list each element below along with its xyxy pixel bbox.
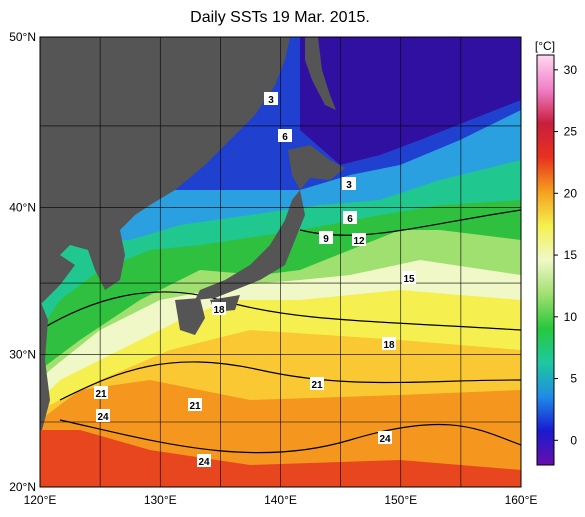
colorbar-tick-label: 10 [564, 310, 578, 324]
land [40, 37, 345, 430]
contour-label: 21 [311, 380, 323, 391]
contour-label-box [212, 302, 226, 315]
contour-label-box [96, 409, 110, 422]
title: Daily SSTs 19 Mar. 2015. [190, 9, 370, 26]
lat-label: 50°N [9, 30, 36, 44]
contour-label-box [188, 398, 202, 411]
contour-label: 24 [379, 434, 391, 445]
colorbar-tick-label: 20 [564, 186, 578, 200]
lon-label: 160°E [505, 493, 538, 507]
contour-label: 6 [347, 214, 353, 225]
contour-label: 12 [353, 236, 365, 247]
contour-label-box [94, 386, 108, 399]
contour-label: 6 [282, 132, 288, 143]
contour-label: 21 [95, 389, 107, 400]
contour-label: 3 [268, 95, 274, 106]
contour-label-box [402, 271, 416, 284]
lat-label: 30°N [9, 347, 36, 361]
lon-label: 140°E [264, 493, 297, 507]
lat-label: 40°N [9, 200, 36, 214]
map-frame [39, 36, 522, 488]
contour-label-box [342, 177, 356, 190]
colorbar [536, 54, 555, 466]
contour-label-box [352, 233, 366, 246]
colorbar-tick-label: 5 [570, 372, 577, 386]
contour-label: 3 [346, 180, 352, 191]
contour-label-box [197, 454, 211, 467]
colorbar-tick-label: 15 [564, 248, 578, 262]
contour-label: 15 [403, 274, 415, 285]
colorbar-tick-label: 25 [564, 125, 578, 139]
contour-label: 18 [213, 305, 225, 316]
contour-label: 24 [97, 412, 109, 423]
contour-label-box [382, 337, 396, 350]
contour-label: 24 [198, 457, 210, 468]
colorbar-unit: [°C] [535, 39, 555, 53]
contour-label-box [378, 431, 392, 444]
lon-label: 120°E [24, 493, 57, 507]
lat-label: 20°N [9, 480, 36, 494]
lon-label: 150°E [384, 493, 417, 507]
contour-label-box [319, 231, 333, 244]
contour-label-box [310, 377, 324, 390]
colorbar-tick-label: 0 [570, 433, 577, 447]
colorbar-tick-label: 30 [564, 63, 578, 77]
contour-label: 18 [383, 340, 395, 351]
contour-label: 9 [323, 234, 329, 245]
contour-labels: 3 6 3 6 9 12 15 18 18 21 21 21 24 24 24 [94, 92, 416, 468]
contour-label-box [343, 211, 357, 224]
contour-label-box [264, 92, 278, 105]
lon-label: 130°E [144, 493, 177, 507]
contour-label: 21 [189, 401, 201, 412]
contour-label-box [278, 129, 292, 142]
